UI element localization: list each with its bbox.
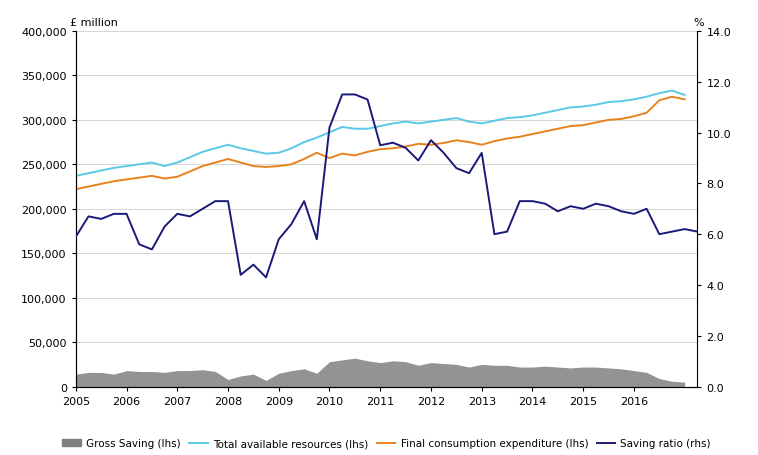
Legend: Gross Saving (lhs), Total available resources (lhs), Final consumption expenditu: Gross Saving (lhs), Total available reso… <box>58 434 715 453</box>
Text: %: % <box>693 18 703 28</box>
Text: £ million: £ million <box>70 18 117 28</box>
